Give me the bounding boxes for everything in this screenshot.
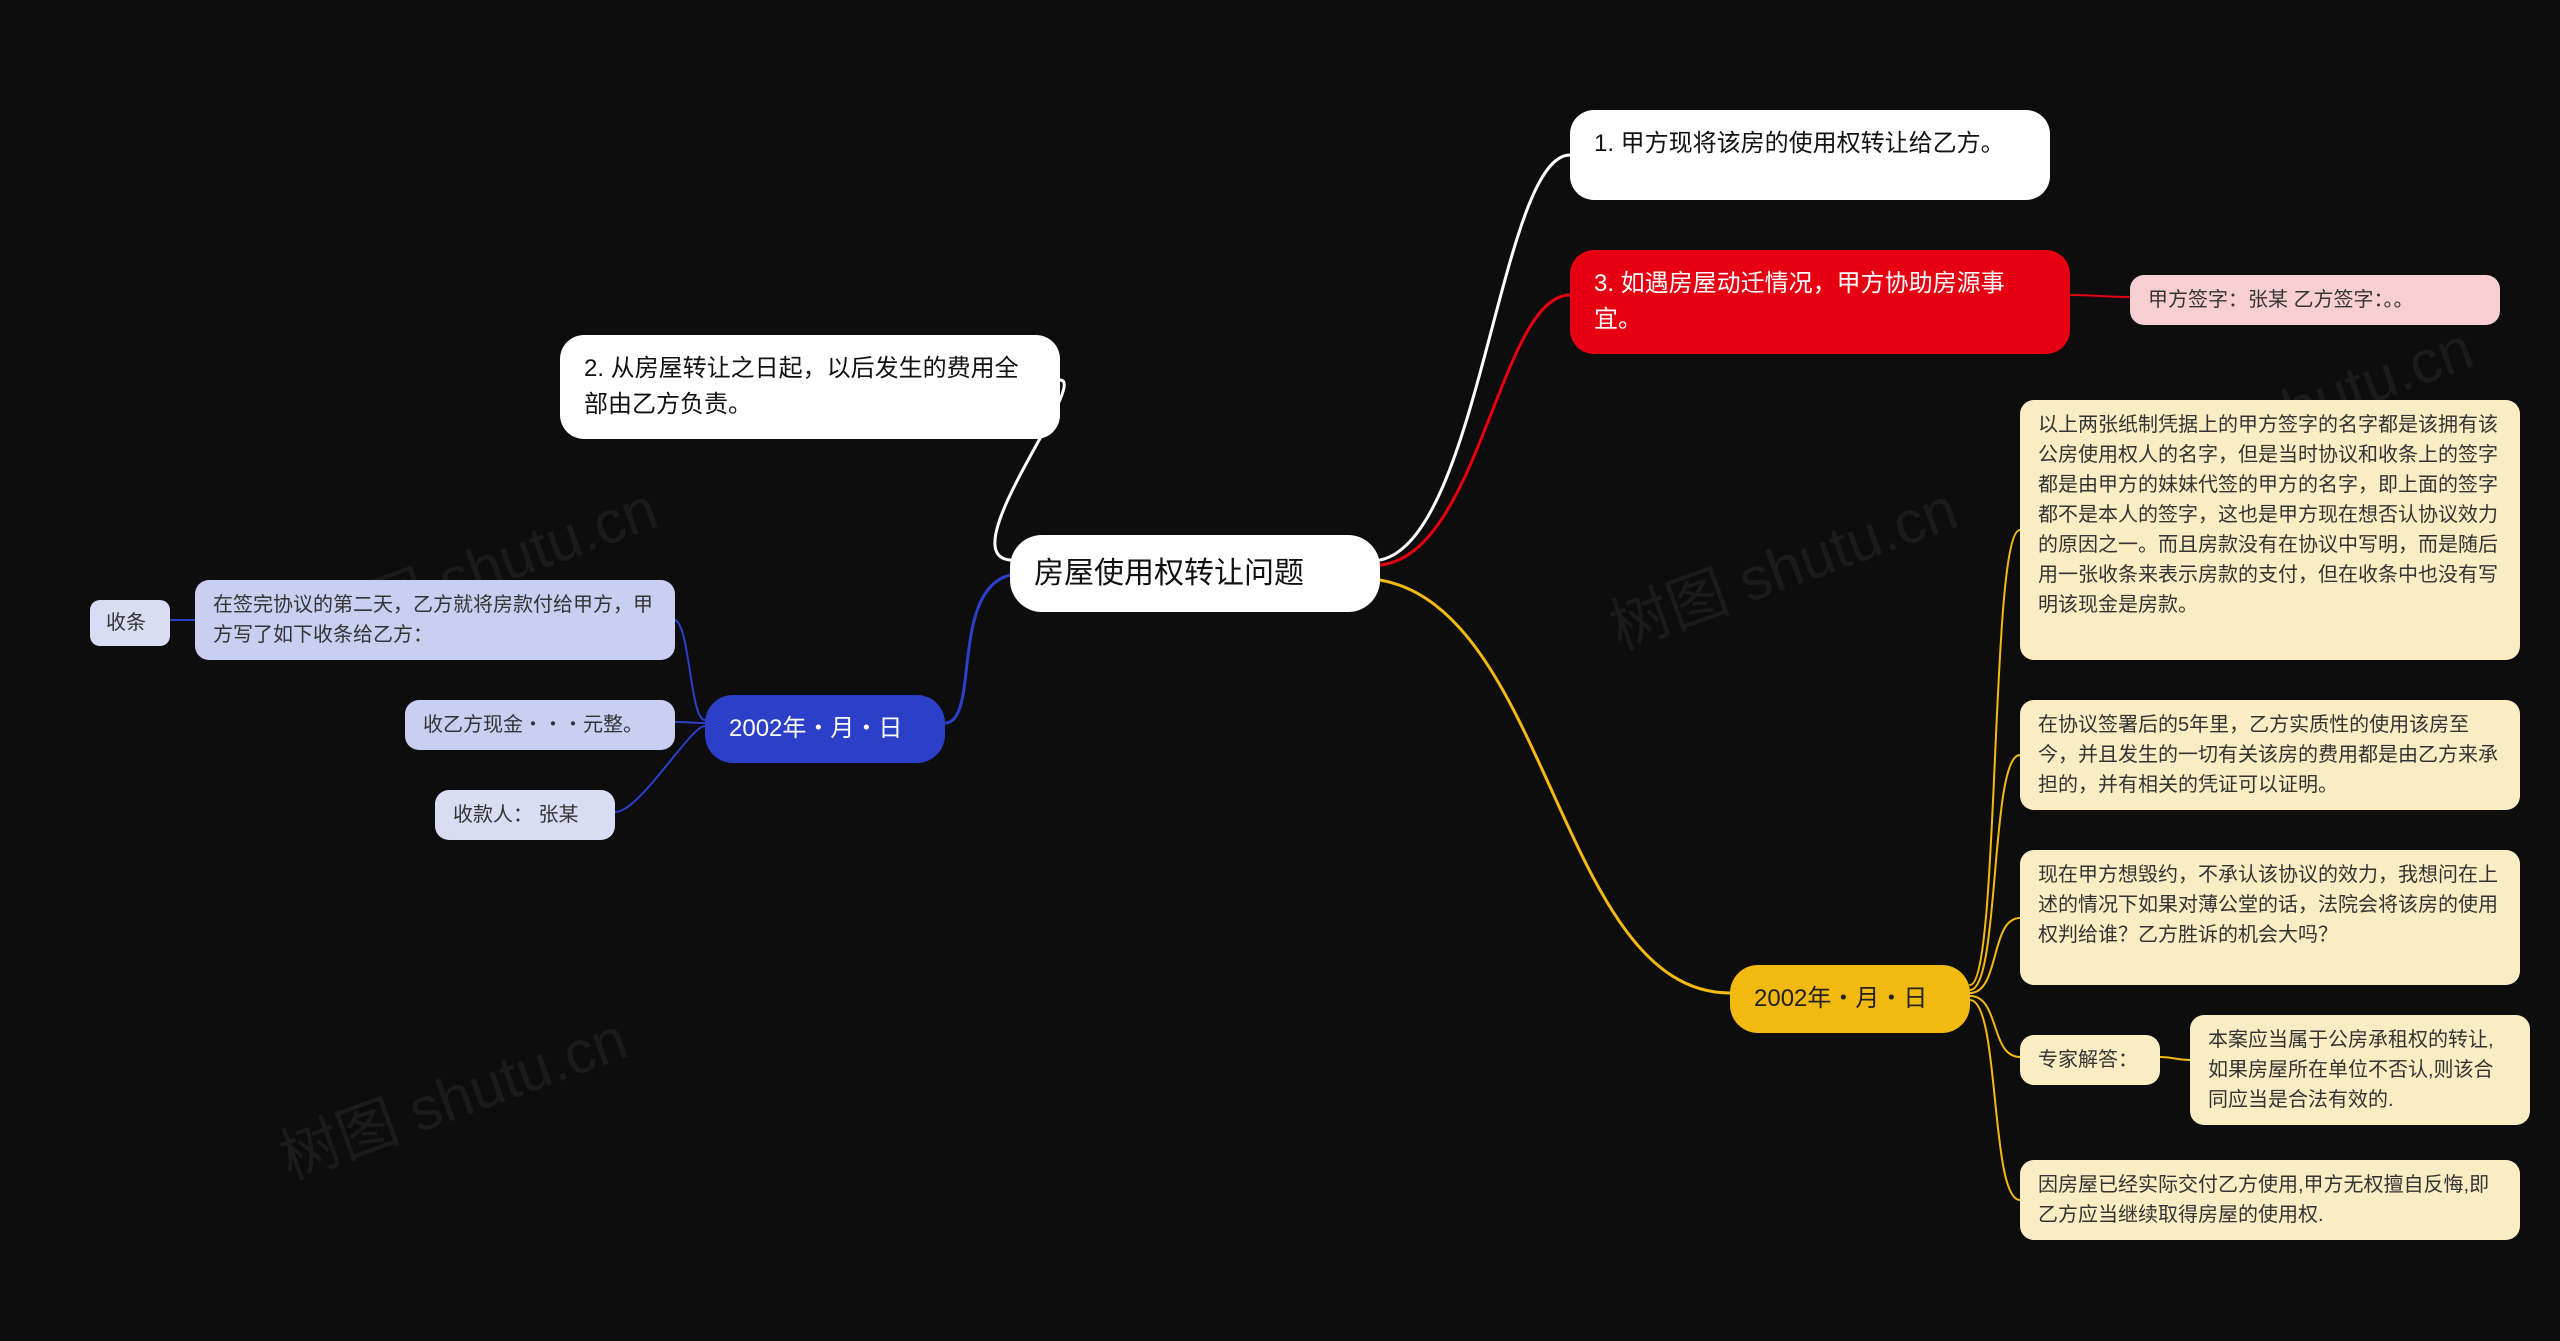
node-label: 3. 如遇房屋动迁情况，甲方协助房源事宜。 [1594, 270, 2005, 333]
node-label: 本案应当属于公房承租权的转让,如果房屋所在单位不否认,则该合同应当是合法有效的. [2208, 1029, 2494, 1111]
node-label: 甲方签字：张某 乙方签字：。。 [2148, 289, 2414, 311]
root-label: 房屋使用权转让问题 [1034, 557, 1304, 590]
yellow-detail-3[interactable]: 现在甲方想毁约，不承认该协议的效力，我想问在上述的情况下如果对薄公堂的话，法院会… [2020, 850, 2520, 985]
edge [1380, 295, 1570, 565]
node-label: 因房屋已经实际交付乙方使用,甲方无权擅自反悔,即乙方应当继续取得房屋的使用权. [2038, 1174, 2489, 1226]
receipt-context[interactable]: 在签完协议的第二天，乙方就将房款付给甲方，甲方写了如下收条给乙方： [195, 580, 675, 660]
edge [2070, 295, 2130, 297]
root-node[interactable]: 房屋使用权转让问题 [1010, 535, 1380, 612]
edge [675, 620, 705, 720]
expert-answer-body[interactable]: 本案应当属于公房承租权的转让,如果房屋所在单位不否认,则该合同应当是合法有效的. [2190, 1015, 2530, 1125]
edge [1970, 1000, 2020, 1200]
node-label: 在协议签署后的5年里，乙方实质性的使用该房至今，并且发生的一切有关该房的费用都是… [2038, 714, 2498, 796]
node-label: 2002年・月・日 [729, 715, 902, 742]
node-label: 2. 从房屋转让之日起，以后发生的费用全部由乙方负责。 [584, 355, 1019, 418]
edge [1380, 155, 1570, 560]
edge [2160, 1057, 2190, 1060]
node-label: 以上两张纸制凭据上的甲方签字的名字都是该拥有该公房使用权人的名字，但是当时协议和… [2038, 414, 2498, 616]
node-label: 1. 甲方现将该房的使用权转让给乙方。 [1594, 130, 2005, 157]
node-label: 收条 [106, 612, 146, 634]
edge [675, 722, 705, 723]
edges-layer [0, 0, 2560, 1341]
branch-3-signature[interactable]: 甲方签字：张某 乙方签字：。。 [2130, 275, 2500, 325]
node-label: 现在甲方想毁约，不承认该协议的效力，我想问在上述的情况下如果对薄公堂的话，法院会… [2038, 864, 2498, 946]
receipt-title[interactable]: 收条 [90, 600, 170, 646]
yellow-detail-5[interactable]: 因房屋已经实际交付乙方使用,甲方无权擅自反悔,即乙方应当继续取得房屋的使用权. [2020, 1160, 2520, 1240]
mindmap-canvas[interactable]: 树图 shutu.cn 树图 shutu.cn shutu.cn 树图 shut… [0, 0, 2560, 1341]
edge [1970, 918, 2020, 993]
edge [945, 575, 1010, 723]
edge [1380, 580, 1730, 993]
branch-2[interactable]: 2. 从房屋转让之日起，以后发生的费用全部由乙方负责。 [560, 335, 1060, 439]
node-label: 在签完协议的第二天，乙方就将房款付给甲方，甲方写了如下收条给乙方： [213, 594, 653, 646]
expert-answer-label[interactable]: 专家解答： [2020, 1035, 2160, 1085]
receipt-payee[interactable]: 收款人： 张某 [435, 790, 615, 840]
node-label: 收乙方现金・・・元整。 [423, 714, 643, 736]
branch-3[interactable]: 3. 如遇房屋动迁情况，甲方协助房源事宜。 [1570, 250, 2070, 354]
blue-date-node[interactable]: 2002年・月・日 [705, 695, 945, 763]
node-label: 收款人： 张某 [453, 804, 579, 826]
node-label: 2002年・月・日 [1754, 985, 1927, 1012]
node-label: 专家解答： [2038, 1049, 2138, 1071]
yellow-date-node[interactable]: 2002年・月・日 [1730, 965, 1970, 1033]
edge [1970, 530, 2020, 985]
yellow-detail-2[interactable]: 在协议签署后的5年里，乙方实质性的使用该房至今，并且发生的一切有关该房的费用都是… [2020, 700, 2520, 810]
yellow-detail-1[interactable]: 以上两张纸制凭据上的甲方签字的名字都是该拥有该公房使用权人的名字，但是当时协议和… [2020, 400, 2520, 660]
receipt-amount[interactable]: 收乙方现金・・・元整。 [405, 700, 675, 750]
branch-1[interactable]: 1. 甲方现将该房的使用权转让给乙方。 [1570, 110, 2050, 200]
